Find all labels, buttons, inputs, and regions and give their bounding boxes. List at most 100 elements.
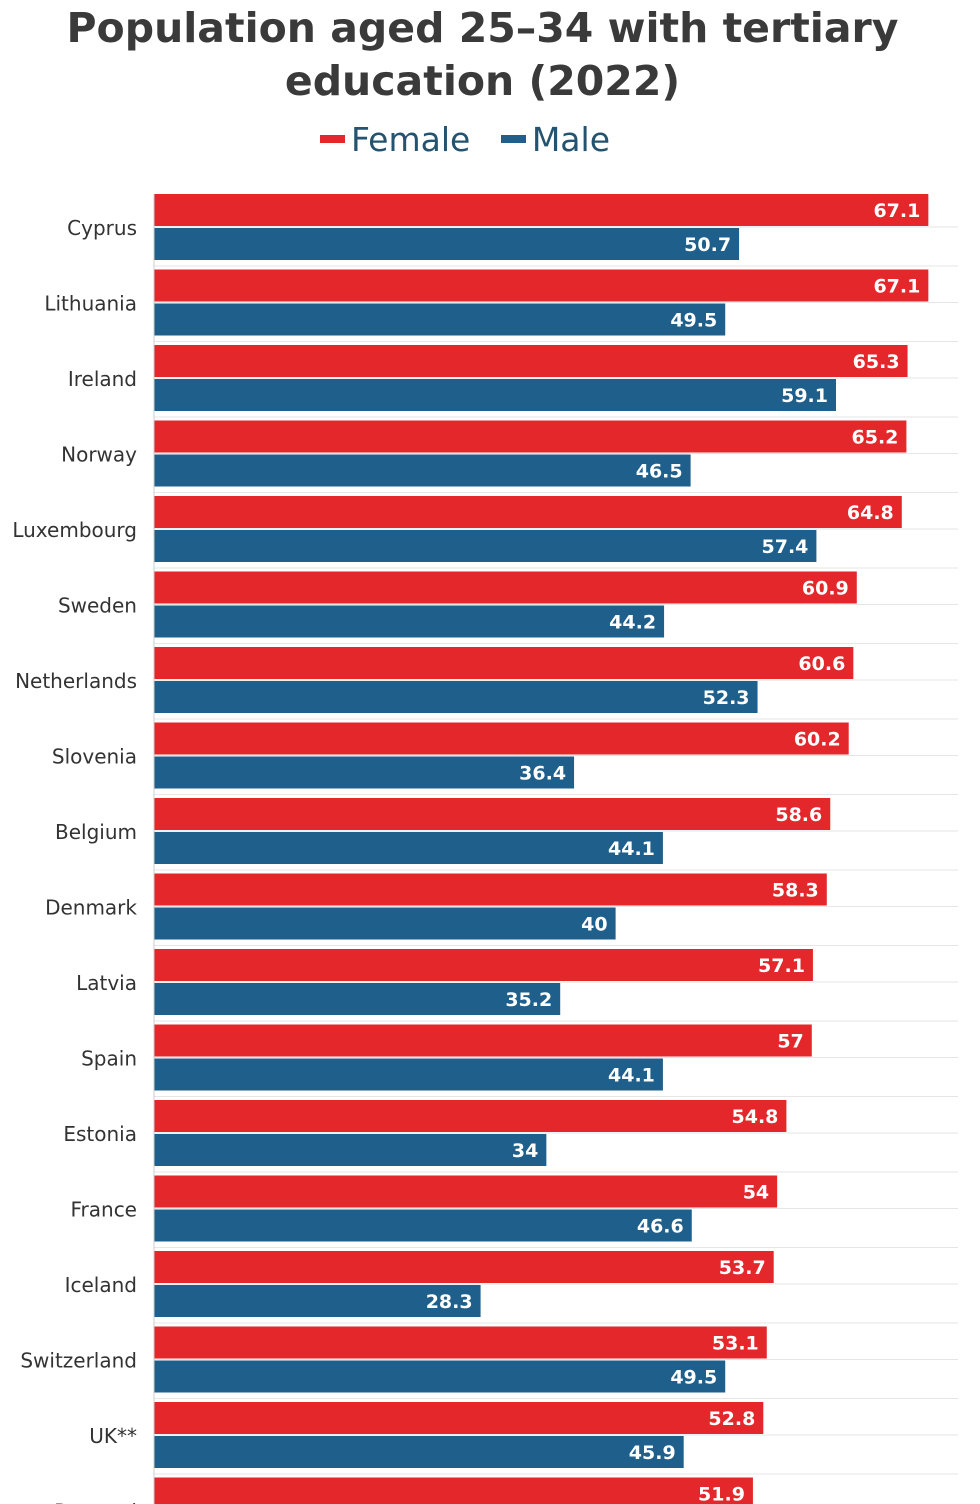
bar-female-uk xyxy=(154,1402,764,1434)
bar-male-norway xyxy=(154,454,691,487)
bar-male-slovenia xyxy=(154,756,575,789)
bar-male-iceland xyxy=(154,1285,481,1317)
legend-item-female: Female xyxy=(320,120,470,159)
bars: 67.1 50.7 67.1 49.5 65.3 59.1 65.2 46.5 64.8 57.4… xyxy=(154,194,929,1504)
category-label-uk: UK** xyxy=(89,1424,137,1448)
value-label-male-lithuania: 49.5 xyxy=(670,310,717,332)
value-label-female-norway: 65.2 xyxy=(852,427,899,449)
value-label-female-lithuania: 67.1 xyxy=(873,276,920,298)
value-label-male-slovenia: 36.4 xyxy=(519,763,566,785)
value-label-female-spain: 57 xyxy=(777,1031,803,1053)
bar-male-denmark xyxy=(154,907,616,940)
value-label-female-belgium: 58.6 xyxy=(775,804,822,826)
bar-male-spain xyxy=(154,1058,663,1091)
value-label-female-cyprus: 67.1 xyxy=(873,200,920,222)
bar-male-luxembourg xyxy=(154,530,817,562)
bar-male-estonia xyxy=(154,1134,547,1166)
bar-female-iceland xyxy=(154,1251,774,1283)
value-label-female-iceland: 53.7 xyxy=(719,1257,766,1279)
value-label-male-netherlands: 52.3 xyxy=(703,687,750,709)
bar-female-spain xyxy=(154,1024,812,1057)
value-label-male-luxembourg: 57.4 xyxy=(762,536,809,558)
chart-title-line-2: education (2022) xyxy=(284,57,681,105)
bar-female-netherlands xyxy=(154,647,854,679)
value-label-male-denmark: 40 xyxy=(581,914,607,936)
value-label-male-switzerland: 49.5 xyxy=(670,1367,717,1389)
category-label-netherlands: Netherlands xyxy=(15,669,137,693)
category-label-norway: Norway xyxy=(61,443,137,467)
bar-female-switzerland xyxy=(154,1326,767,1359)
bar-female-france xyxy=(154,1175,778,1208)
bar-male-uk xyxy=(154,1436,684,1468)
value-label-male-spain: 44.1 xyxy=(608,1065,655,1087)
category-label-lithuania: Lithuania xyxy=(44,292,137,316)
category-label-latvia: Latvia xyxy=(76,971,137,995)
value-label-female-netherlands: 60.6 xyxy=(798,653,845,675)
bar-female-sweden xyxy=(154,571,857,604)
bar-male-lithuania xyxy=(154,303,726,336)
legend-swatch-female xyxy=(320,134,345,143)
value-label-male-estonia: 34 xyxy=(512,1140,538,1162)
value-label-female-sweden: 60.9 xyxy=(802,578,849,600)
category-label-estonia: Estonia xyxy=(63,1122,137,1146)
value-label-female-ireland: 65.3 xyxy=(853,351,900,373)
category-label-sweden: Sweden xyxy=(58,594,137,618)
bar-female-ireland xyxy=(154,345,908,377)
value-label-female-switzerland: 53.1 xyxy=(712,1333,759,1355)
value-label-male-belgium: 44.1 xyxy=(608,838,655,860)
value-label-female-denmark: 58.3 xyxy=(772,880,819,902)
value-label-female-luxembourg: 64.8 xyxy=(847,502,894,524)
value-label-male-ireland: 59.1 xyxy=(781,385,828,407)
bar-male-ireland xyxy=(154,379,837,411)
bar-female-lithuania xyxy=(154,269,929,302)
value-label-female-france: 54 xyxy=(743,1182,769,1204)
bar-female-luxembourg xyxy=(154,496,902,528)
category-label-portugal: Portugal xyxy=(54,1500,137,1504)
value-label-male-latvia: 35.2 xyxy=(505,989,552,1011)
value-label-male-uk: 45.9 xyxy=(629,1442,676,1464)
value-label-female-uk: 52.8 xyxy=(708,1408,755,1430)
value-label-male-sweden: 44.2 xyxy=(609,612,656,634)
bar-female-belgium xyxy=(154,798,831,830)
legend: Female Male xyxy=(0,120,930,159)
category-label-slovenia: Slovenia xyxy=(52,745,137,769)
category-label-denmark: Denmark xyxy=(45,896,137,920)
legend-item-male: Male xyxy=(500,120,610,159)
value-label-male-norway: 46.5 xyxy=(636,461,683,483)
bar-male-cyprus xyxy=(154,228,740,260)
value-label-female-portugal: 51.9 xyxy=(698,1484,745,1504)
bar-female-slovenia xyxy=(154,722,849,755)
category-label-ireland: Ireland xyxy=(68,367,137,391)
category-label-france: France xyxy=(70,1198,137,1222)
bar-male-latvia xyxy=(154,983,561,1015)
value-label-female-slovenia: 60.2 xyxy=(794,729,841,751)
bar-male-switzerland xyxy=(154,1360,726,1393)
value-label-male-iceland: 28.3 xyxy=(426,1291,473,1313)
legend-label-female: Female xyxy=(351,120,471,159)
legend-label-male: Male xyxy=(531,120,610,159)
legend-swatch-male xyxy=(500,134,526,143)
category-label-iceland: Iceland xyxy=(65,1273,137,1297)
category-label-switzerland: Switzerland xyxy=(20,1349,137,1373)
bar-female-norway xyxy=(154,420,907,453)
bar-female-latvia xyxy=(154,949,813,981)
bar-female-portugal xyxy=(154,1477,753,1504)
category-label-cyprus: Cyprus xyxy=(67,216,137,240)
chart-title: Population aged 25–34 with tertiary educ… xyxy=(0,2,965,108)
bar-female-denmark xyxy=(154,873,827,906)
bar-female-estonia xyxy=(154,1100,787,1132)
bar-male-netherlands xyxy=(154,681,758,713)
bar-male-sweden xyxy=(154,605,665,638)
gridlines xyxy=(154,226,958,1475)
bar-male-france xyxy=(154,1209,692,1242)
value-label-male-cyprus: 50.7 xyxy=(684,234,731,256)
bar-female-cyprus xyxy=(154,194,929,226)
category-label-belgium: Belgium xyxy=(55,820,137,844)
value-label-female-latvia: 57.1 xyxy=(758,955,805,977)
category-label-spain: Spain xyxy=(81,1047,137,1071)
value-label-female-estonia: 54.8 xyxy=(732,1106,779,1128)
value-label-male-france: 46.6 xyxy=(637,1216,684,1238)
category-label-luxembourg: Luxembourg xyxy=(12,518,137,542)
bar-male-belgium xyxy=(154,832,663,864)
